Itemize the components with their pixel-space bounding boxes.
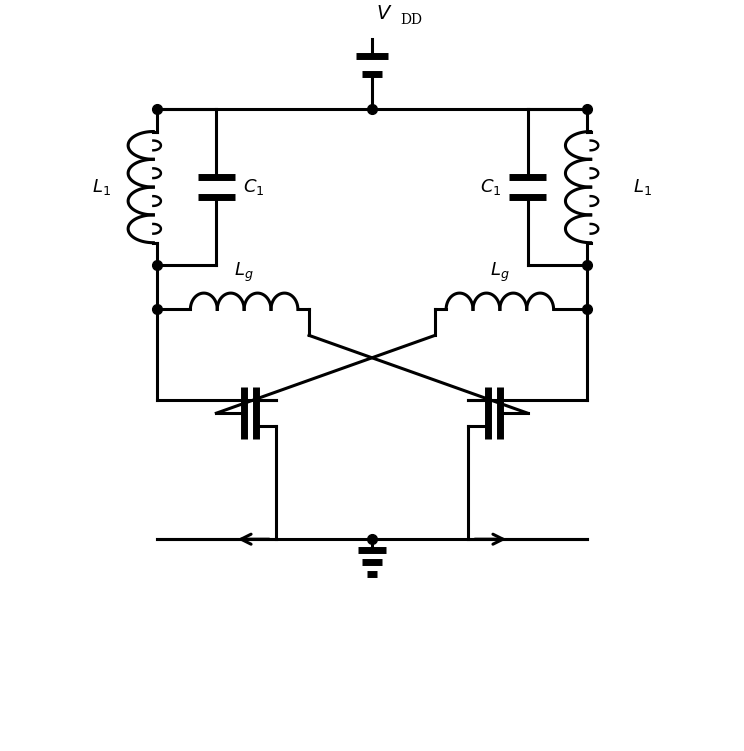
Text: DD: DD: [400, 14, 422, 27]
Text: $L_g$: $L_g$: [490, 261, 510, 284]
Text: $L_1$: $L_1$: [633, 177, 652, 197]
Text: $L_1$: $L_1$: [92, 177, 111, 197]
Text: $V$: $V$: [376, 5, 392, 23]
Text: $C_1$: $C_1$: [480, 177, 501, 197]
Text: $C_1$: $C_1$: [243, 177, 264, 197]
Text: $L_g$: $L_g$: [234, 261, 254, 284]
